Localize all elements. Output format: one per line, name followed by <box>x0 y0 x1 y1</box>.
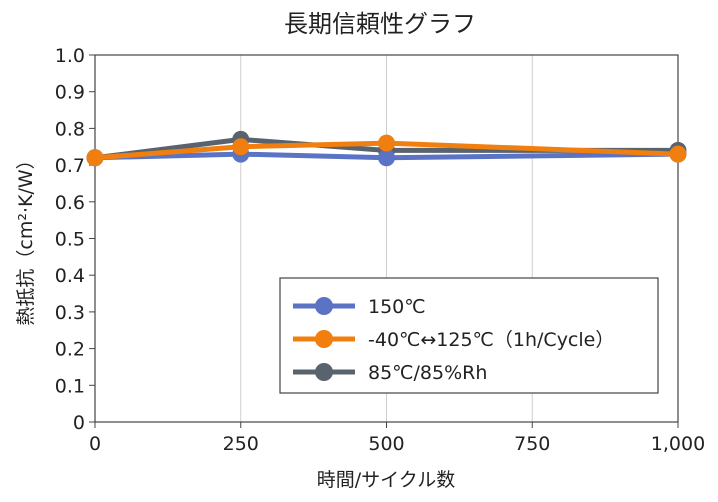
y-tick-label: 0.7 <box>55 155 85 177</box>
y-tick-label: 0.2 <box>55 339 85 361</box>
y-tick-label: 0.8 <box>55 118 85 140</box>
y-tick-label: 0.5 <box>55 229 85 251</box>
x-tick-label: 750 <box>514 433 550 455</box>
legend-swatch-marker <box>315 297 333 315</box>
legend-entry-label: -40℃↔125℃（1h/Cycle） <box>368 329 614 351</box>
y-tick-label: 0.6 <box>55 192 85 214</box>
data-point <box>232 138 250 156</box>
y-tick-label: 0.4 <box>55 265 85 287</box>
chart-title: 長期信頼性グラフ <box>284 10 476 38</box>
data-point <box>378 134 395 152</box>
x-tick-label: 0 <box>89 433 101 455</box>
x-axis-label: 時間/サイクル数 <box>317 469 455 491</box>
x-tick-label: 500 <box>368 433 404 455</box>
y-tick-label: 0.9 <box>55 82 85 104</box>
legend-swatch-marker <box>315 363 333 381</box>
y-axis-ticks: 0 0.1 0.2 0.3 0.4 0.5 0.6 0.7 0.8 0.9 1.0 <box>55 45 95 434</box>
y-tick-label: 0.3 <box>55 302 85 324</box>
x-axis-ticks: 0 250 500 750 1,000 <box>89 422 705 455</box>
legend: 150℃ -40℃↔125℃（1h/Cycle） 85℃/85%Rh <box>279 277 659 394</box>
data-point <box>378 149 395 167</box>
legend-swatch-marker <box>315 330 333 348</box>
legend-entry-label: 150℃ <box>368 296 426 318</box>
y-tick-label: 0 <box>73 412 85 434</box>
legend-entry-label: 85℃/85%Rh <box>368 362 487 384</box>
x-tick-label: 250 <box>223 433 259 455</box>
series-line <box>94 151 679 161</box>
y-tick-label: 1.0 <box>55 45 85 67</box>
series-line <box>94 140 679 161</box>
data-point <box>86 149 104 167</box>
legend-box <box>279 277 659 394</box>
series-1 <box>86 134 687 167</box>
series-lines <box>86 130 687 167</box>
y-tick-label: 0.1 <box>55 375 85 397</box>
data-point <box>669 145 687 163</box>
x-tick-label: 1,000 <box>651 433 705 455</box>
y-axis-label: 熱抵抗（cm²·K/W） <box>15 150 37 325</box>
